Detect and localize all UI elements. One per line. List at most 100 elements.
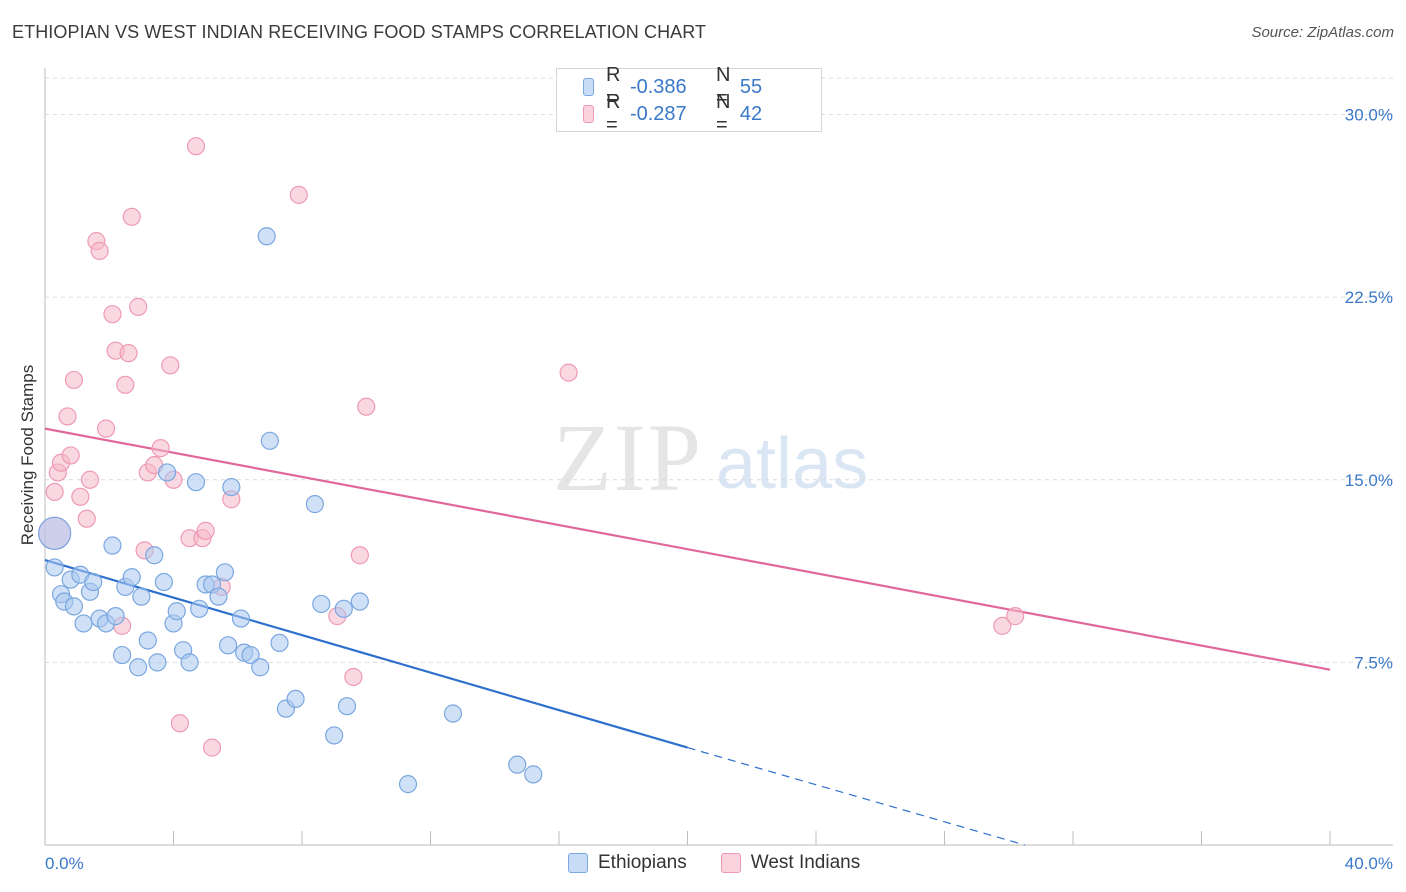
ethiopian-point (45, 558, 64, 577)
ethiopian-point (219, 636, 238, 655)
ethiopian-point (38, 516, 72, 550)
y-tick-label: 22.5% (1345, 288, 1393, 307)
legend-r-label: R = (606, 64, 621, 109)
ethiopian-point (443, 704, 463, 723)
watermark: ZIP atlas (553, 404, 868, 511)
ethiopian-point (167, 602, 186, 621)
ethiopian-point (103, 536, 122, 555)
legend-swatch-blue (583, 78, 595, 96)
axes (44, 68, 1393, 846)
west-indian-point (151, 439, 170, 458)
legend-n-value: 55 (739, 75, 763, 98)
west-indian-point (129, 297, 148, 316)
west-indian-point (80, 470, 100, 489)
ethiopian-point (64, 597, 84, 616)
west-indian-point (344, 667, 363, 687)
legend-swatch-pink (583, 105, 595, 123)
west-indian-point (77, 509, 96, 528)
ethiopian-point (222, 477, 241, 497)
legend-n-label: N = (715, 91, 731, 136)
ethiopian-point (241, 645, 260, 665)
west-indian-point (45, 482, 64, 502)
watermark-atlas: atlas (716, 424, 868, 504)
west-indian-point (58, 407, 77, 426)
west-indian-point (71, 487, 90, 506)
y-tick-label: 7.5% (1354, 653, 1393, 672)
ethiopian-point (257, 227, 276, 246)
west-indian-point (103, 305, 122, 324)
ethiopian-trend-line (44, 559, 688, 749)
legend-item-ethiopians[interactable]: Ethiopians (568, 852, 687, 874)
legend-row-ethiopians: R = -0.386 N = 55 (583, 64, 826, 109)
ethiopian-point (190, 599, 209, 618)
y-tick-label: 30.0% (1345, 106, 1393, 125)
ethiopian-point (524, 765, 543, 784)
ethiopian-point (106, 607, 125, 626)
ethiopian-point (180, 653, 199, 672)
west-indian-point (116, 375, 135, 394)
data-points (38, 137, 1025, 794)
west-indian-point (61, 446, 80, 465)
ethiopian-point (112, 645, 132, 665)
ethiopian-point (145, 546, 164, 565)
ethiopian-point (312, 594, 331, 614)
legend-r-value: -0.386 (629, 75, 687, 98)
west-indian-point (90, 241, 109, 260)
west-indian-point (1006, 607, 1025, 626)
legend-n-label: N = (715, 64, 731, 109)
west-indian-point (289, 185, 308, 204)
west-indian-point (993, 616, 1012, 635)
trend-lines (44, 427, 1331, 846)
source-credit: Source: ZipAtlas.com (1251, 24, 1394, 41)
legend-swatch-pink (720, 853, 741, 873)
y-tick-label: 15.0% (1345, 471, 1393, 490)
west-indian-point (119, 344, 138, 363)
ethiopian-point (157, 463, 177, 482)
ethiopian-point (260, 431, 279, 450)
ethiopian-point (231, 609, 251, 628)
west-indian-point (96, 419, 116, 438)
west-indian-point (170, 714, 190, 733)
ethiopian-point (74, 614, 93, 633)
west-indian-point (186, 137, 206, 156)
ethiopian-point (305, 495, 324, 514)
x-tick-label: 0.0% (45, 854, 84, 873)
west-indian-point (350, 546, 369, 565)
watermark-zip: ZIP (553, 404, 703, 511)
legend-swatch-blue (568, 853, 588, 873)
west-indian-point (161, 356, 180, 375)
ethiopian-point (154, 572, 173, 592)
ethiopian-point (325, 726, 344, 745)
chart-title: ETHIOPIAN VS WEST INDIAN RECEIVING FOOD … (12, 22, 707, 42)
legend-label-west-indians: West Indians (750, 852, 861, 873)
ethiopian-point (334, 599, 353, 618)
ethiopian-point (286, 689, 305, 709)
ethiopian-point (84, 572, 103, 592)
ethiopian-point (129, 658, 148, 677)
legend-label-ethiopians: Ethiopians (598, 852, 687, 873)
west-indian-point (559, 363, 578, 382)
legend-item-west-indians[interactable]: West Indians (720, 852, 861, 874)
ethiopian-point (350, 592, 369, 611)
tick-labels: 7.5% 15.0% 22.5% 30.0% 0.0% 40.0% (45, 106, 1393, 873)
series-legend: Ethiopians West Indians (568, 852, 894, 874)
legend-row-west-indians: R = -0.287 N = 42 (583, 91, 826, 136)
west-indian-point (196, 521, 215, 540)
ethiopian-point (209, 587, 228, 606)
west-indian-point (122, 207, 141, 226)
west-indian-point (202, 738, 222, 757)
ethiopian-point (148, 653, 167, 672)
ethiopian-trend-extension (687, 747, 1025, 846)
ethiopian-point (215, 563, 234, 582)
ethiopian-point (270, 633, 289, 653)
ethiopian-point (398, 775, 418, 794)
west-indian-point (357, 397, 376, 416)
west-indian-point (64, 370, 84, 390)
legend-n-value: 42 (739, 102, 763, 125)
legend-r-label: R = (606, 91, 621, 136)
ethiopian-point (508, 755, 527, 774)
ethiopian-point (138, 631, 157, 650)
west-indian-trend-line (44, 427, 1331, 671)
y-axis-label: Receiving Food Stamps (18, 365, 37, 545)
ethiopian-point (122, 568, 141, 587)
